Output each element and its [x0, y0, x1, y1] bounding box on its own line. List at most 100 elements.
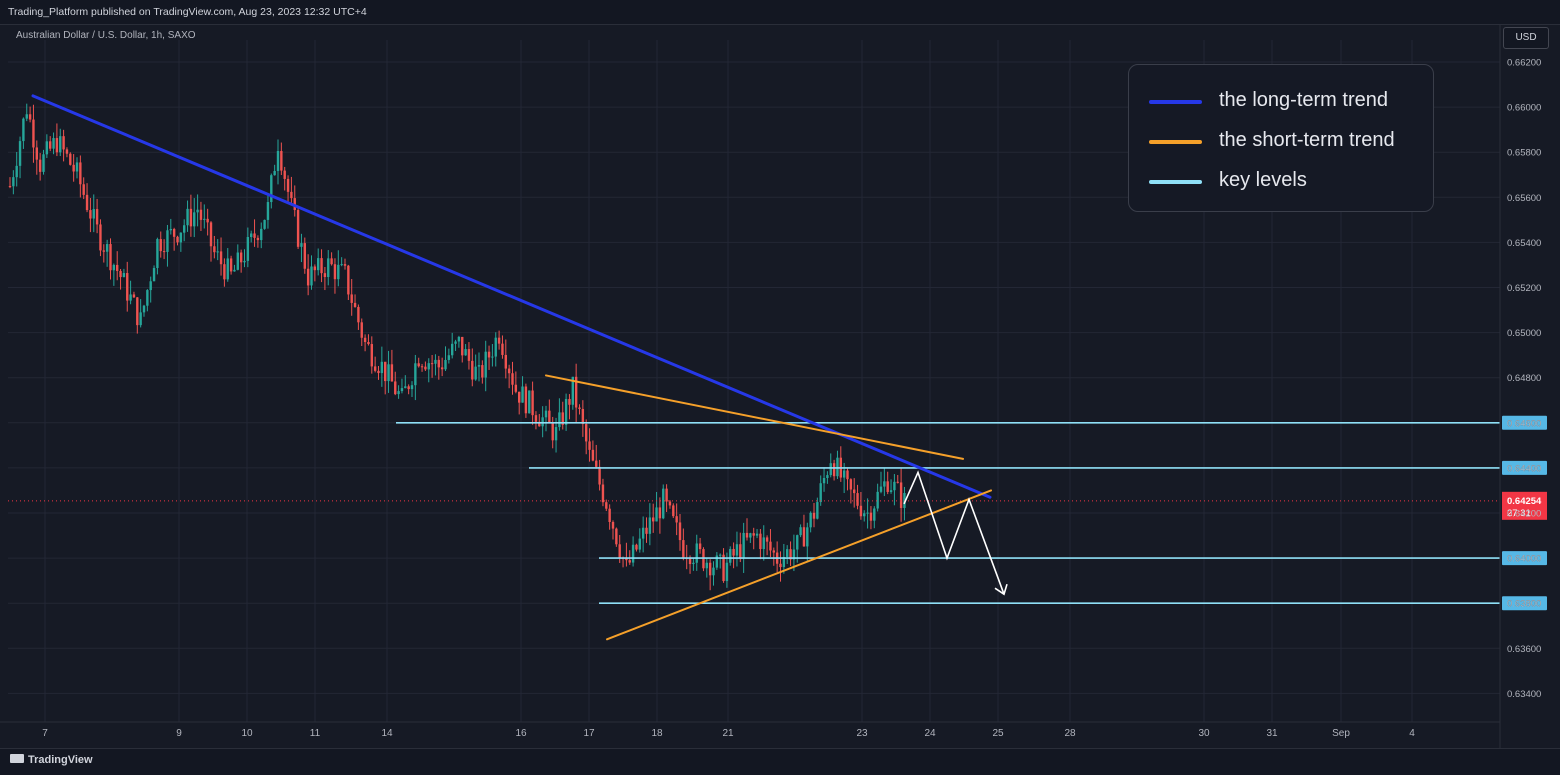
x-tick-label: 25 [992, 728, 1004, 739]
candle-body [317, 258, 320, 271]
candle-body [856, 493, 859, 506]
legend-swatch-short-term [1149, 140, 1202, 144]
candle-body [38, 159, 42, 172]
key-level-label: 0.64400 [1507, 463, 1541, 474]
key-level-label: 0.64000 [1507, 554, 1541, 565]
candle-body [250, 233, 253, 238]
x-tick-label: 14 [381, 728, 393, 739]
candle-body [407, 386, 410, 390]
candle-body [786, 549, 789, 557]
key-level-badge [1502, 596, 1547, 611]
y-tick-label: 0.65200 [1507, 283, 1541, 294]
candle-body [518, 391, 521, 403]
candle-body [340, 264, 343, 266]
candle-body [447, 355, 451, 360]
candle-body [618, 544, 621, 558]
trendlines [31, 94, 992, 641]
x-tick-label: 16 [515, 728, 527, 739]
candle-body [105, 244, 109, 252]
candle-body [836, 457, 839, 477]
projection [903, 470, 1008, 596]
candle-body [109, 244, 112, 271]
candle-body [752, 533, 755, 536]
candle-body [461, 336, 464, 356]
candle-body [712, 567, 715, 576]
publish-info: Trading_Platform published on TradingVie… [8, 6, 367, 18]
candle-body [605, 502, 608, 509]
candle-body [310, 266, 313, 286]
candle-body [260, 228, 263, 241]
candle-body [802, 527, 806, 547]
candle-body [504, 354, 507, 369]
candle-body [668, 501, 672, 506]
x-tick-label: 23 [856, 728, 868, 739]
candle-body [236, 252, 239, 270]
candle-body [615, 528, 618, 545]
candle-body [655, 507, 658, 522]
x-tick-label: 10 [241, 728, 253, 739]
candle-body [678, 522, 682, 541]
candle-body [688, 558, 692, 565]
candle-body [806, 527, 809, 547]
candle-body [253, 233, 256, 238]
candle-body [156, 239, 159, 269]
candle-body [283, 170, 286, 179]
candle-body [373, 366, 377, 371]
candle-body [749, 533, 752, 538]
candle-body [628, 560, 631, 563]
candle-body [229, 258, 233, 272]
candle-body [812, 512, 816, 519]
currency-button[interactable]: USD [1503, 27, 1549, 49]
candle-body [384, 361, 387, 382]
candle-body [591, 449, 595, 461]
legend-label-long-term: the long-term trend [1219, 89, 1388, 111]
candle-body [424, 366, 427, 370]
tradingview-logo: TradingView [10, 754, 93, 766]
candle-body [467, 349, 471, 361]
candle-body [186, 208, 189, 226]
candle-body [829, 463, 832, 476]
candle-body [722, 554, 725, 582]
candle-body [487, 351, 491, 358]
axes: 0.66200 0.66000 0.65800 0.65600 0.65400 0.652… [0, 24, 1541, 748]
candle-body [641, 527, 645, 539]
candle-body [25, 114, 28, 119]
candle-body [816, 502, 819, 519]
candle-body [819, 483, 822, 503]
candle-body [410, 385, 414, 390]
brand-label: TradingView [28, 754, 93, 766]
candle-body [226, 258, 229, 280]
candle-body [18, 141, 22, 166]
candle-body [102, 250, 105, 252]
x-tick-label: 17 [583, 728, 595, 739]
candle-body [263, 219, 266, 229]
key-level-badge [1502, 460, 1547, 475]
candle-body [440, 367, 444, 370]
candle-body [427, 363, 430, 370]
x-tick-label: 24 [924, 728, 936, 739]
candle-body [276, 151, 280, 171]
candle-body [437, 359, 440, 368]
candle-body [544, 410, 548, 418]
candle-body [116, 264, 119, 271]
candle-body [762, 537, 765, 550]
x-tick-label: 28 [1064, 728, 1076, 739]
candle-body [243, 260, 246, 263]
candle-body [873, 508, 876, 521]
candle-body [119, 270, 122, 278]
candle-body [142, 305, 146, 313]
candle-body [45, 141, 49, 155]
y-tick-label: 0.64200 [1507, 509, 1541, 520]
candle-body [172, 229, 176, 237]
candle-body [353, 302, 357, 307]
x-tick-label: 11 [310, 728, 321, 739]
candle-body [849, 479, 853, 490]
candle-body [842, 470, 846, 478]
candle-body [451, 343, 454, 356]
candle-body [541, 417, 544, 427]
candle-body [92, 209, 95, 219]
candle-body [270, 175, 273, 203]
short-term-trendline [606, 489, 992, 641]
candle-body [648, 517, 652, 534]
